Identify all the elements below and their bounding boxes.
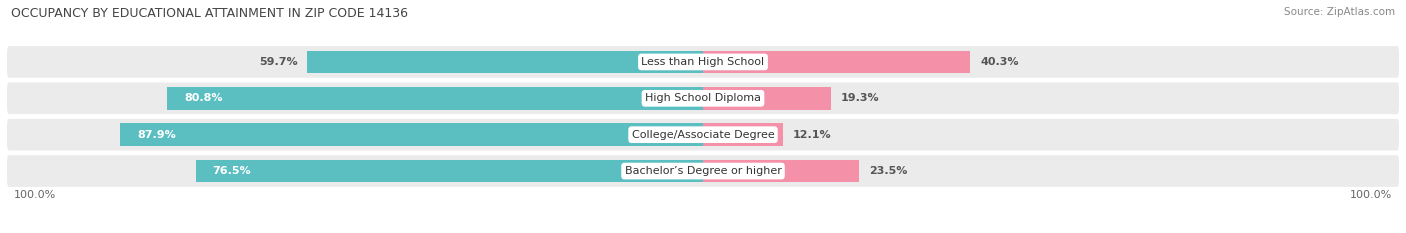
FancyBboxPatch shape <box>7 82 1399 114</box>
Text: 40.3%: 40.3% <box>980 57 1018 67</box>
Text: Source: ZipAtlas.com: Source: ZipAtlas.com <box>1284 7 1395 17</box>
Text: Bachelor’s Degree or higher: Bachelor’s Degree or higher <box>624 166 782 176</box>
FancyBboxPatch shape <box>7 155 1399 187</box>
Bar <box>703 51 970 73</box>
Text: 23.5%: 23.5% <box>869 166 907 176</box>
Bar <box>308 51 703 73</box>
Bar <box>703 123 783 146</box>
Text: College/Associate Degree: College/Associate Degree <box>631 130 775 140</box>
FancyBboxPatch shape <box>7 119 1399 151</box>
Text: 100.0%: 100.0% <box>1350 190 1392 200</box>
Text: OCCUPANCY BY EDUCATIONAL ATTAINMENT IN ZIP CODE 14136: OCCUPANCY BY EDUCATIONAL ATTAINMENT IN Z… <box>11 7 408 20</box>
Bar <box>703 87 831 110</box>
Text: 100.0%: 100.0% <box>14 190 56 200</box>
FancyBboxPatch shape <box>7 46 1399 78</box>
Bar <box>703 160 859 182</box>
Text: Less than High School: Less than High School <box>641 57 765 67</box>
Text: 12.1%: 12.1% <box>793 130 832 140</box>
Text: 76.5%: 76.5% <box>212 166 252 176</box>
Bar <box>195 160 703 182</box>
Text: 80.8%: 80.8% <box>184 93 222 103</box>
Text: 19.3%: 19.3% <box>841 93 880 103</box>
Text: 87.9%: 87.9% <box>136 130 176 140</box>
Text: High School Diploma: High School Diploma <box>645 93 761 103</box>
Bar <box>167 87 703 110</box>
Text: 59.7%: 59.7% <box>259 57 297 67</box>
Bar <box>121 123 703 146</box>
